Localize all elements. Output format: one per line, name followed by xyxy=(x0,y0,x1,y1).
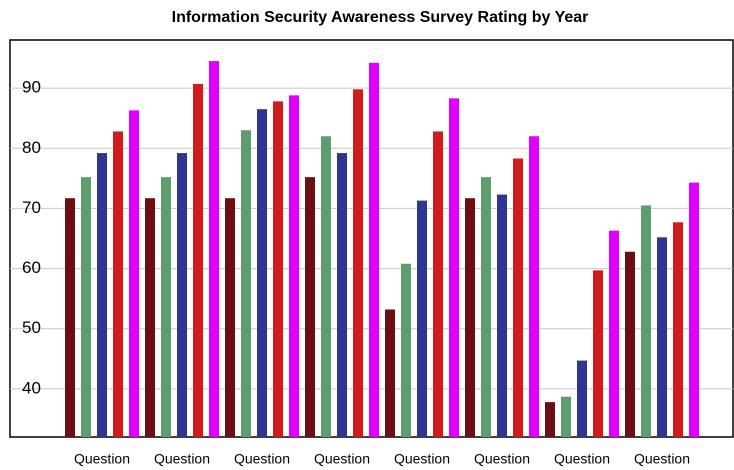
bar xyxy=(609,230,619,437)
bar xyxy=(113,131,123,437)
bar xyxy=(689,182,699,437)
bar xyxy=(145,198,155,437)
bar xyxy=(177,153,187,438)
x-tick-label: Question xyxy=(554,451,610,467)
x-tick-label: Question xyxy=(234,451,290,467)
bar xyxy=(305,177,315,438)
x-tick-label: Question xyxy=(74,451,130,467)
bar xyxy=(65,198,75,437)
bar xyxy=(337,153,347,438)
bar xyxy=(209,61,219,437)
bar xyxy=(449,98,459,437)
y-tick-label: 80 xyxy=(22,138,41,157)
bar xyxy=(161,177,171,438)
bar xyxy=(513,158,523,438)
bar xyxy=(481,177,491,438)
bar xyxy=(417,200,427,437)
bar xyxy=(289,95,299,438)
bar xyxy=(193,83,203,437)
bar xyxy=(97,153,107,438)
y-tick-label: 70 xyxy=(22,198,41,217)
bar xyxy=(577,360,587,437)
y-tick-label: 50 xyxy=(22,318,41,337)
bar xyxy=(321,136,331,437)
bar xyxy=(401,263,411,437)
bar xyxy=(241,130,251,437)
bar xyxy=(593,270,603,437)
bar xyxy=(625,251,635,437)
bar xyxy=(497,194,507,437)
x-tick-label: Question xyxy=(154,451,210,467)
bar xyxy=(465,198,475,437)
bar xyxy=(561,396,571,437)
bar xyxy=(657,237,667,437)
x-tick-label: Question xyxy=(394,451,450,467)
x-tick-label: Question xyxy=(314,451,370,467)
y-tick-label: 40 xyxy=(22,378,41,397)
y-tick-label: 90 xyxy=(22,78,41,97)
bar xyxy=(673,222,683,437)
bar xyxy=(353,89,363,437)
bar xyxy=(529,136,539,437)
bar xyxy=(433,131,443,437)
x-tick-label: Question xyxy=(634,451,690,467)
bar xyxy=(545,402,555,437)
bar xyxy=(385,309,395,437)
y-tick-label: 60 xyxy=(22,258,41,277)
bar xyxy=(81,177,91,438)
bar xyxy=(129,110,139,438)
bar xyxy=(225,198,235,437)
x-tick-label: Question xyxy=(474,451,530,467)
bar xyxy=(257,109,267,437)
bar xyxy=(273,101,283,437)
chart-title: Information Security Awareness Survey Ra… xyxy=(172,9,589,26)
bar xyxy=(641,205,651,437)
bar xyxy=(369,62,379,437)
